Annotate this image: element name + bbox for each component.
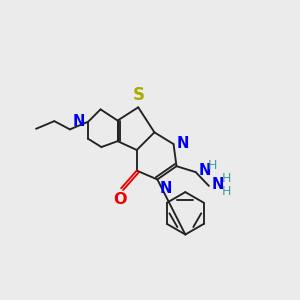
Text: N: N xyxy=(176,136,189,151)
Text: H: H xyxy=(208,159,218,172)
Text: S: S xyxy=(133,86,145,104)
Text: O: O xyxy=(113,192,126,207)
Text: H: H xyxy=(221,185,231,198)
Text: N: N xyxy=(160,181,172,196)
Text: N: N xyxy=(199,164,211,178)
Text: H: H xyxy=(221,172,231,185)
Text: N: N xyxy=(212,177,224,192)
Text: N: N xyxy=(73,114,85,129)
